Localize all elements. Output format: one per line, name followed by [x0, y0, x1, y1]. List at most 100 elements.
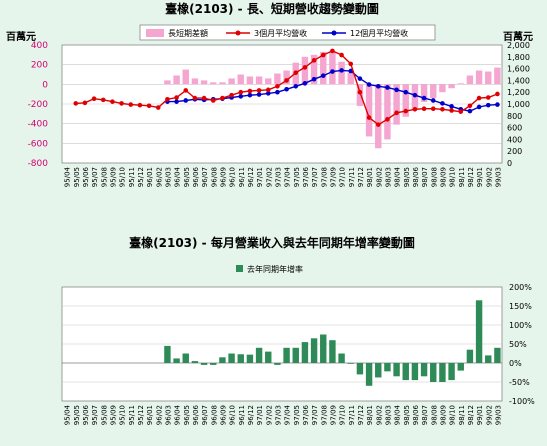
- chart-1-diff-bar: [420, 84, 428, 103]
- chart-1-line-3m-point: [265, 87, 271, 93]
- chart-2-growth-bar: [210, 363, 217, 365]
- chart-1-line-3m-point: [394, 110, 399, 116]
- chart-2-growth-bar: [301, 342, 309, 363]
- legend-bar-swatch: [146, 29, 164, 37]
- chart-1-x-tick-label: 98/03: [384, 167, 392, 187]
- chart-2-x-tick-label: 96/04: [174, 404, 182, 425]
- chart-1-line-3m-point: [467, 103, 473, 109]
- chart-1-line-3m-point: [128, 102, 134, 107]
- chart-1-bars: [164, 51, 501, 149]
- chart-1-legend: 長短期差額 3個月平均營收 12個月平均營收: [139, 24, 436, 41]
- chart-2-growth-bar: [494, 347, 501, 363]
- chart-1-x-tick-label: 95/05: [73, 167, 81, 187]
- chart-1-line-3m-point: [183, 88, 189, 93]
- chart-2-x-tick-label: 96/03: [164, 405, 172, 425]
- chart-1-diff-bar: [384, 84, 391, 140]
- chart-1-right-tick-label: 1,400: [507, 76, 530, 85]
- chart-2-x-tick-label: 95/08: [100, 405, 108, 425]
- chart-1-line-3m-point: [302, 65, 308, 70]
- chart-1-right-tick-label: 400: [507, 135, 522, 144]
- chart-2-growth-bar: [402, 363, 409, 381]
- chart-1-x-tick-label: 97/02: [265, 167, 273, 187]
- chart-2-x-tick-label: 98/10: [449, 405, 457, 425]
- chart-1-line-3m-point: [495, 91, 500, 97]
- chart-1-x-ticks: 95/04 95/05 95/06 95/07 95/08 95/09 95/10 95/11…: [64, 166, 503, 187]
- chart-1: 臺橡(2103) - 長、短期營收趨勢變動圖 百萬元 百萬元 長短期差額 3個月…: [6, 1, 533, 187]
- chart-1-line-3m-point: [421, 106, 427, 112]
- chart-1-x-tick-label: 95/06: [82, 166, 90, 187]
- chart-1-line-3m-point: [449, 108, 454, 113]
- chart-2-right-tick-label: 150%: [509, 302, 532, 311]
- chart-1-left-tick-label: 0: [42, 80, 48, 90]
- chart-2-right-tick-label: 200%: [509, 283, 532, 292]
- chart-1-left-unit: 百萬元: [6, 30, 36, 43]
- chart-1-x-tick-label: 96/01: [146, 167, 154, 187]
- chart-1-x-tick-label: 98/12: [467, 167, 475, 187]
- chart-2-growth-bar: [219, 357, 226, 363]
- chart-1-x-tick-label: 96/08: [210, 167, 218, 187]
- chart-1-line-3m-point: [256, 88, 262, 93]
- chart-1-x-tick-label: 99/03: [494, 167, 502, 187]
- chart-2-x-tick-label: 97/02: [265, 405, 273, 425]
- chart-1-x-tick-label: 96/04: [174, 166, 182, 187]
- chart-2-x-tick-label: 96/07: [201, 405, 209, 425]
- chart-2-x-tick-label: 95/04: [64, 404, 72, 425]
- chart-2-growth-bar: [439, 363, 446, 382]
- chart-1-right-tick-label: 2,000: [507, 41, 530, 50]
- chart-2-growth-bar: [320, 334, 327, 363]
- chart-1-diff-bar: [430, 84, 437, 99]
- chart-2-x-tick-label: 96/06: [192, 404, 200, 425]
- chart-1-line-3m-point: [119, 101, 124, 106]
- chart-2-x-tick-label: 98/06: [412, 404, 420, 425]
- chart-1-line-12m-point: [247, 92, 253, 98]
- chart-2-right-tick-label: 0%: [509, 359, 522, 368]
- chart-2-legend-label: 去年同期年增率: [247, 264, 303, 274]
- chart-1-x-tick-label: 98/01: [366, 167, 374, 187]
- chart-1-x-tick-label: 96/05: [183, 167, 191, 187]
- chart-1-line-12m-point: [238, 94, 244, 99]
- chart-1-x-tick-label: 97/10: [339, 167, 347, 187]
- chart-2-x-tick-label: 96/01: [146, 405, 154, 425]
- chart-2-growth-bar: [384, 363, 391, 372]
- chart-1-line-12m-point: [412, 92, 418, 98]
- chart-1-line-12m-point: [302, 81, 308, 86]
- chart-1-right-tick-label: 1,200: [507, 88, 530, 97]
- chart-1-line-12m-point: [311, 76, 317, 82]
- chart-1-x-tick-label: 98/08: [430, 167, 438, 187]
- chart-2-growth-bar: [475, 300, 483, 363]
- chart-1-x-tick-label: 96/06: [192, 166, 200, 187]
- chart-1-diff-bar: [310, 54, 318, 85]
- chart-2-x-tick-label: 97/03: [274, 405, 282, 425]
- chart-2-x-tick-label: 98/01: [366, 405, 374, 425]
- chart-1-x-tick-label: 95/07: [91, 167, 99, 187]
- chart-1-diff-bar: [347, 72, 354, 85]
- chart-1-right-tick-label: 1,600: [507, 65, 530, 74]
- chart-2-x-tick-label: 95/12: [137, 405, 145, 425]
- chart-2-right-tick-label: -50%: [509, 378, 530, 387]
- chart-1-right-tick-label: 800: [507, 112, 522, 121]
- chart-1-line-3m-point: [430, 106, 436, 112]
- chart-2-growth-bar: [393, 363, 400, 377]
- chart-1-line-12m-point: [495, 102, 500, 107]
- chart-2-growth-bar: [200, 363, 208, 365]
- chart-1-right-tick-label: 1,800: [507, 53, 530, 62]
- chart-1-x-tick-label: 96/02: [155, 167, 163, 187]
- chart-2-growth-bar: [255, 347, 263, 363]
- chart-1-x-tick-label: 97/01: [256, 167, 264, 187]
- chart-1-diff-bar: [402, 84, 409, 117]
- chart-1-diff-bar: [466, 75, 474, 85]
- chart-2-growth-bar: [411, 363, 419, 381]
- legend-label-3m: 3個月平均營收: [254, 28, 307, 38]
- chart-1-x-tick-label: 98/05: [403, 167, 411, 187]
- chart-1-line-3m-point: [174, 95, 179, 100]
- chart-2-growth-bar: [430, 363, 437, 382]
- chart-1-diff-bar: [274, 73, 281, 85]
- chart-1-line-12m-point: [320, 73, 326, 78]
- chart-2-growth-bar: [457, 363, 464, 371]
- chart-1-x-tick-label: 97/04: [284, 166, 292, 187]
- chart-1-line-12m-point: [293, 84, 299, 89]
- chart-2-growth-bar: [338, 353, 345, 363]
- chart-1-line-3m-point: [357, 89, 363, 95]
- chart-1-diff-bar: [164, 80, 171, 85]
- chart-2-growth-bar: [228, 353, 235, 363]
